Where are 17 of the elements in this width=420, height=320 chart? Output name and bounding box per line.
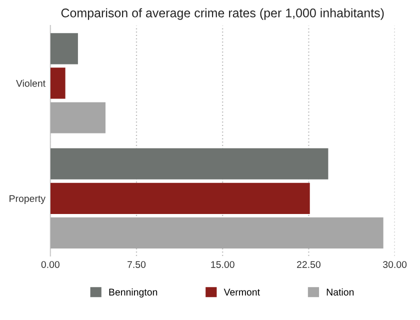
bar (50, 68, 66, 99)
bar (50, 217, 384, 249)
legend-label: Bennington (109, 288, 158, 298)
x-tick-label: 7.50 (128, 261, 146, 268)
bar (50, 148, 328, 180)
bar (50, 33, 78, 64)
x-tick-label: 30.00 (383, 261, 407, 268)
y-tick-label: Property (10, 195, 46, 204)
chart-title: Comparison of average crime rates (per 1,000 inhabitants) (61, 8, 384, 20)
bar (50, 182, 310, 214)
legend-label: Nation (326, 288, 354, 296)
y-tick-label: Violent (16, 80, 46, 87)
x-tick-label: 15.00 (211, 261, 234, 268)
legend-label: Vermont (224, 288, 260, 296)
x-tick-label: 22.50 (297, 261, 320, 268)
bar (50, 102, 106, 134)
x-tick-label: 0.00 (41, 261, 60, 268)
